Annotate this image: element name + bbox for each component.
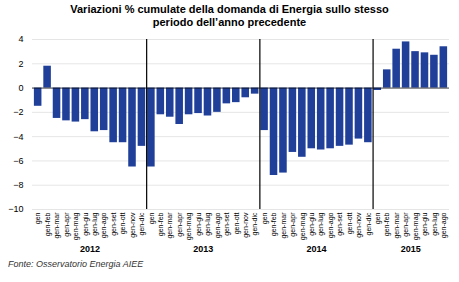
svg-text:2014: 2014 (306, 244, 326, 254)
svg-text:gen-ago: gen-ago (440, 212, 448, 238)
svg-text:gen-giu: gen-giu (308, 212, 316, 235)
svg-text:gen-nov: gen-nov (129, 212, 137, 238)
svg-text:2: 2 (18, 59, 23, 69)
svg-text:gen-feb: gen-feb (44, 212, 52, 236)
svg-text:gen-ott: gen-ott (233, 212, 241, 234)
svg-text:gen-mag: gen-mag (185, 212, 193, 240)
svg-text:gen-mar: gen-mar (280, 212, 288, 239)
svg-text:−4: −4 (13, 132, 23, 142)
svg-text:gen-lug: gen-lug (317, 212, 325, 235)
svg-text:gen-set: gen-set (336, 212, 344, 235)
svg-text:gen-mag: gen-mag (412, 212, 420, 240)
svg-text:gen-lug: gen-lug (204, 212, 212, 235)
svg-text:gen-lug: gen-lug (91, 212, 99, 235)
svg-text:gen-dic: gen-dic (365, 212, 373, 235)
svg-text:gen-apr: gen-apr (289, 212, 297, 237)
svg-text:gen-ott: gen-ott (346, 212, 354, 234)
svg-text:gen-set: gen-set (110, 212, 118, 235)
html-text:Fonte: Osservatorio Energia AI: Fonte: Osservatorio Energia AIEE (8, 259, 144, 269)
svg-text:gen-mar: gen-mar (166, 212, 174, 239)
svg-text:gen: gen (261, 212, 269, 224)
svg-text:gen-dic: gen-dic (138, 212, 146, 235)
svg-text:gen-apr: gen-apr (176, 212, 184, 237)
svg-text:gen-ago: gen-ago (327, 212, 335, 238)
svg-text:gen-mar: gen-mar (53, 212, 61, 239)
svg-text:gen-feb: gen-feb (383, 212, 391, 236)
svg-text:gen-dic: gen-dic (251, 212, 259, 235)
svg-text:−2: −2 (13, 107, 23, 117)
svg-text:gen-ago: gen-ago (214, 212, 222, 238)
svg-text:gen-mag: gen-mag (72, 212, 80, 240)
svg-text:gen-nov: gen-nov (355, 212, 363, 238)
svg-text:4: 4 (18, 34, 23, 44)
svg-text:gen-feb: gen-feb (157, 212, 165, 236)
svg-text:gen-mag: gen-mag (299, 212, 307, 240)
svg-text:−6: −6 (13, 156, 23, 166)
svg-text:gen-giu: gen-giu (421, 212, 429, 235)
svg-text:gen: gen (148, 212, 156, 224)
svg-text:2012: 2012 (80, 244, 100, 254)
svg-text:gen-apr: gen-apr (63, 212, 71, 237)
svg-text:gen-feb: gen-feb (270, 212, 278, 236)
svg-text:gen-set: gen-set (223, 212, 231, 235)
svg-text:0: 0 (18, 83, 23, 93)
svg-text:gen-ott: gen-ott (119, 212, 127, 234)
svg-text:gen-giu: gen-giu (82, 212, 90, 235)
svg-text:gen-lug: gen-lug (431, 212, 439, 235)
svg-text:2015: 2015 (401, 244, 421, 254)
svg-text:−10: −10 (8, 204, 23, 214)
svg-text:gen: gen (374, 212, 382, 224)
svg-text:gen-apr: gen-apr (402, 212, 410, 237)
svg-text:gen-mar: gen-mar (393, 212, 401, 239)
svg-text:gen-ago: gen-ago (100, 212, 108, 238)
svg-text:−8: −8 (13, 180, 23, 190)
html-text:Variazioni % cumulate della do: Variazioni % cumulate della domanda di E… (70, 3, 389, 28)
svg-text:gen-nov: gen-nov (242, 212, 250, 238)
svg-text:gen-giu: gen-giu (195, 212, 203, 235)
svg-text:2013: 2013 (193, 244, 213, 254)
svg-text:gen: gen (34, 212, 42, 224)
